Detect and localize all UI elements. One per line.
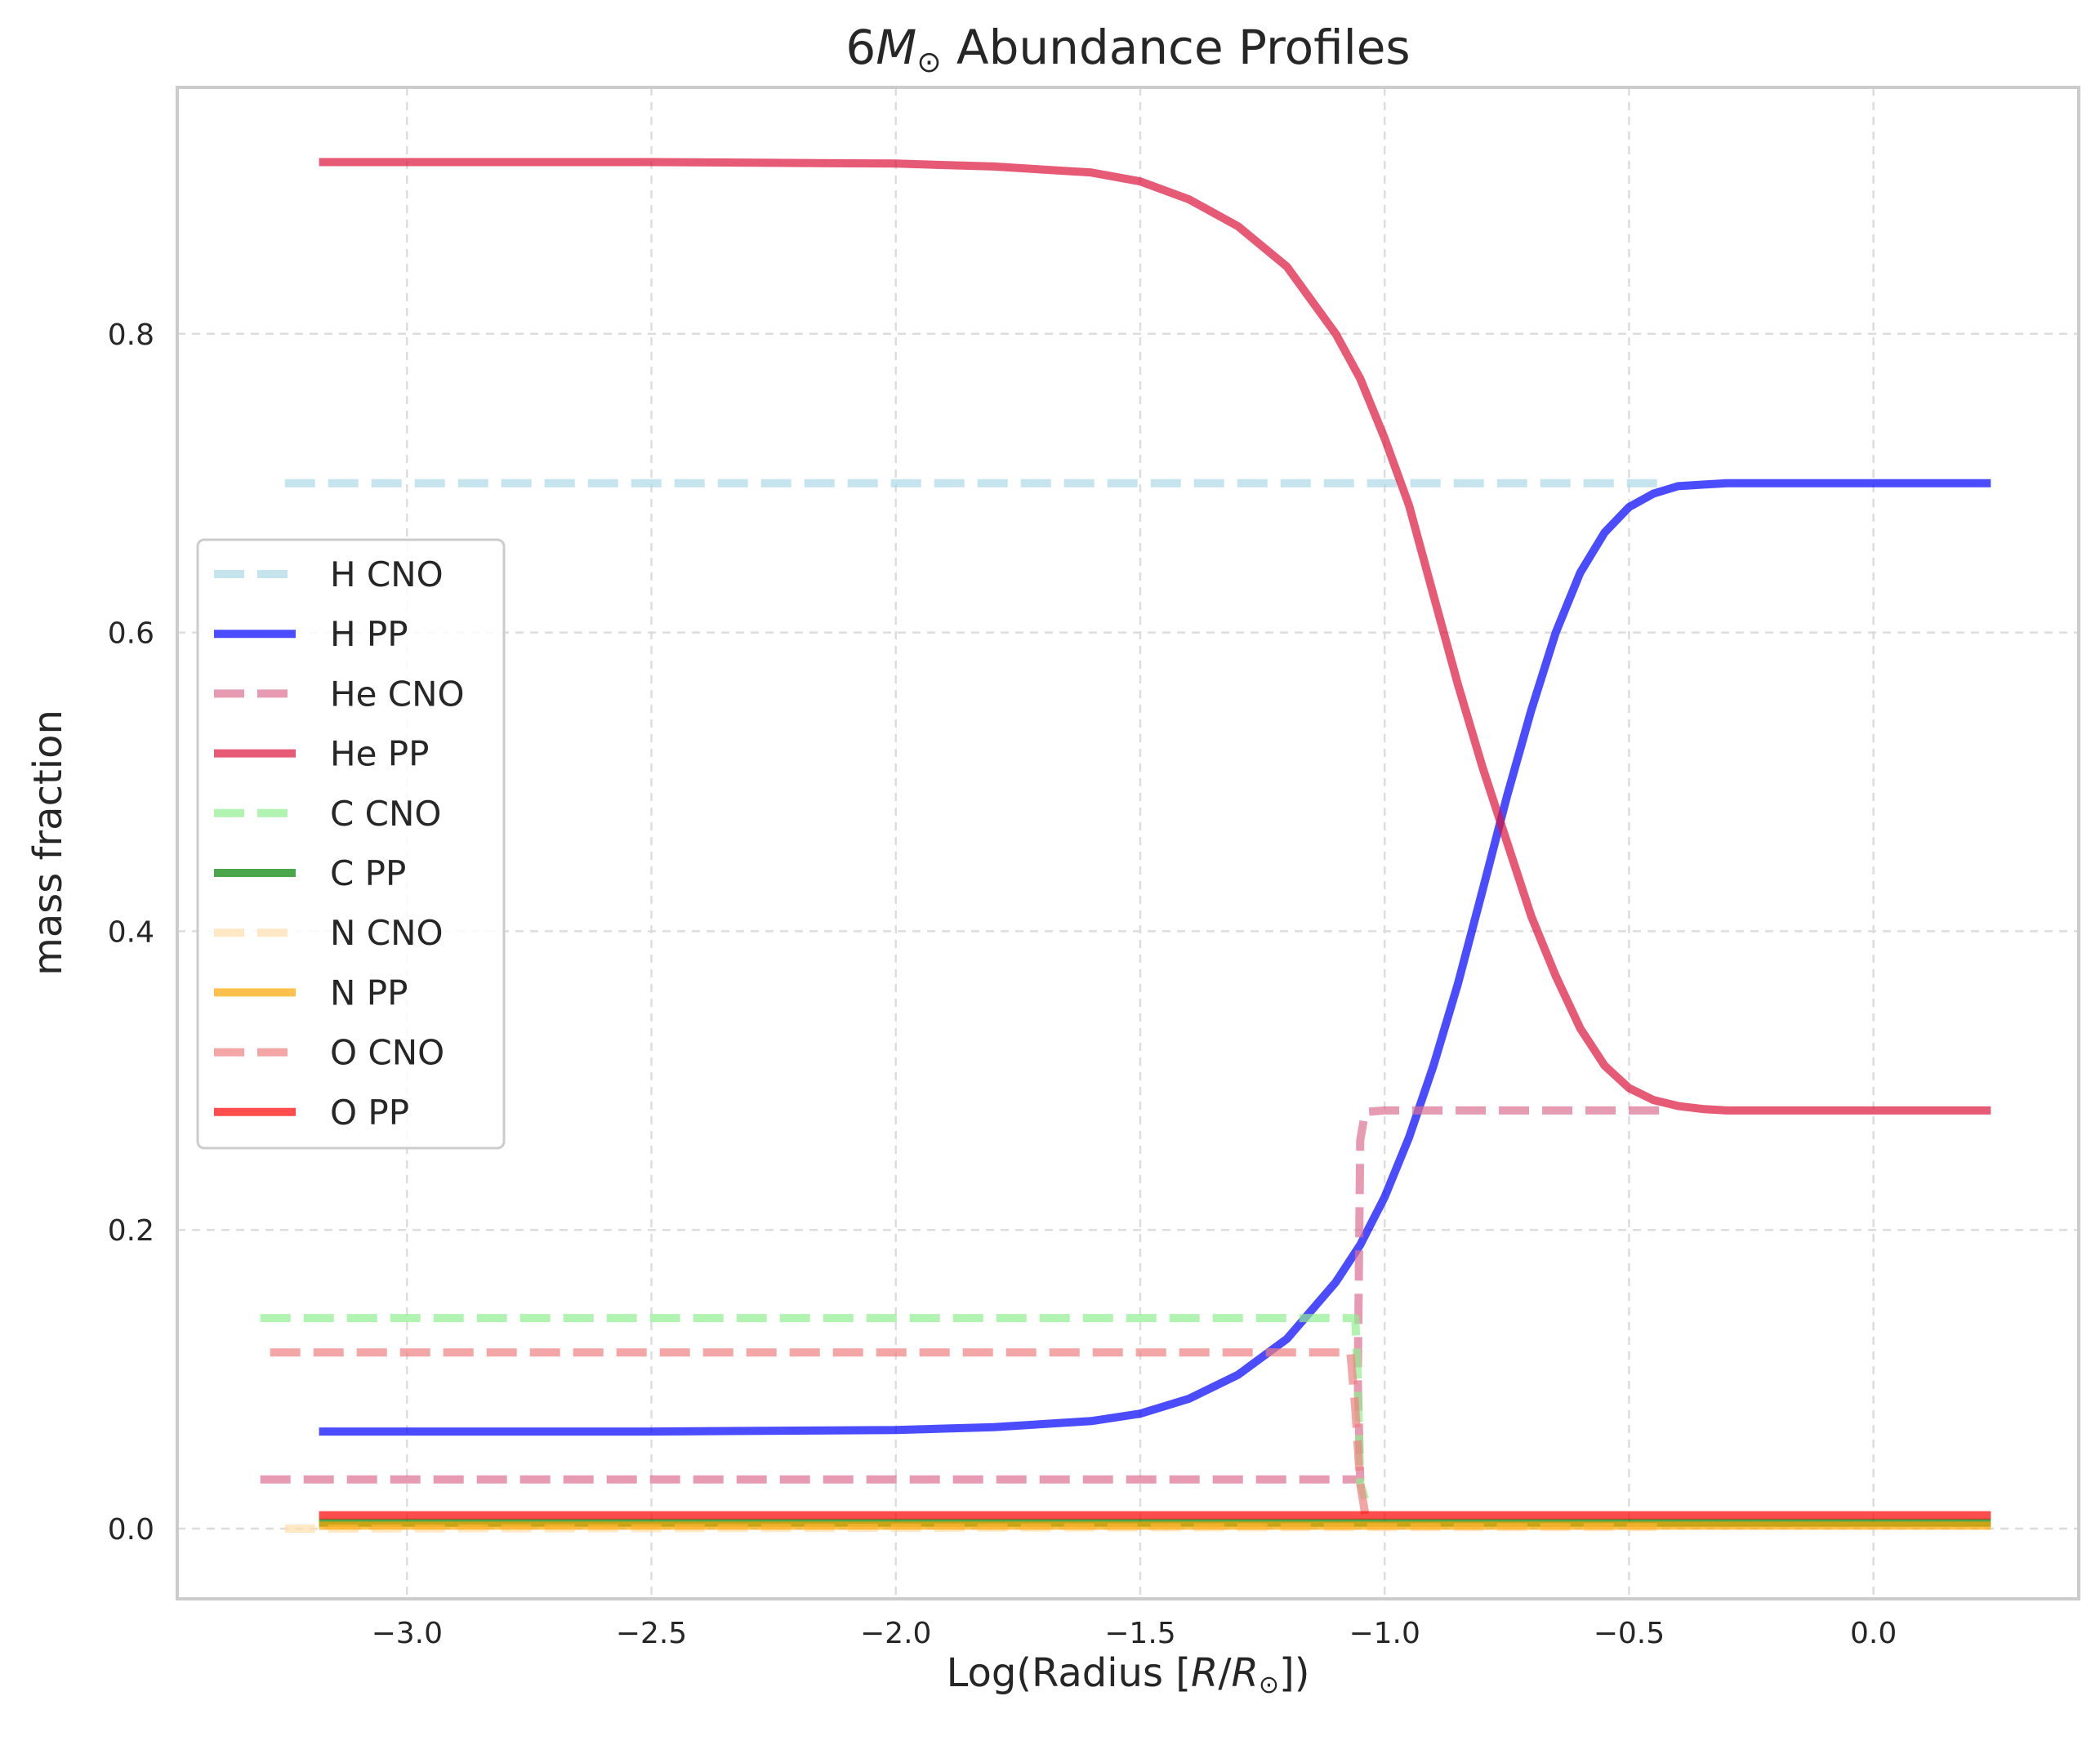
legend-label: C PP (330, 853, 406, 893)
legend-label: H PP (330, 614, 408, 654)
series-line-o-cno (270, 1348, 1370, 1515)
legend-label: He PP (330, 734, 429, 774)
x-tick-label: −1.5 (1104, 1617, 1175, 1650)
tick-labels: −3.0 −2.5 −2.0 −1.5 −1.0 −0.5 0.0 0.0 0.2 0.4 0.6 0… (108, 318, 1897, 1650)
x-tick-label: 0.0 (1850, 1617, 1897, 1650)
chart-title: 6M⊙ Abundance Profiles (845, 20, 1410, 79)
x-axis-label: Log(Radius [R/R⊙]) (947, 1650, 1310, 1699)
legend-label: N PP (330, 973, 408, 1013)
x-tick-label: −0.5 (1594, 1617, 1665, 1650)
legend-label: He CNO (330, 674, 465, 714)
legend-label: C CNO (330, 794, 441, 834)
x-tick-label: −2.0 (860, 1617, 931, 1650)
legend: H CNO H PP He CNO He PP C CNO C PP N CNO N PP O … (196, 538, 506, 1150)
x-tick-label: −2.5 (616, 1617, 687, 1650)
axes-frame (176, 86, 2080, 1600)
legend-label: N CNO (330, 913, 444, 953)
y-tick-label: 0.0 (108, 1513, 154, 1547)
series-line-h-pp (319, 479, 1991, 1436)
series-line-he-pp (319, 158, 1991, 1115)
y-tick-label: 0.8 (108, 318, 154, 352)
legend-label: O CNO (330, 1033, 444, 1073)
y-tick-label: 0.6 (108, 617, 154, 651)
y-tick-label: 0.4 (108, 915, 154, 949)
x-tick-label: −3.0 (372, 1617, 443, 1650)
y-axis-label: mass fraction (25, 710, 71, 976)
series-lines (260, 158, 1991, 1533)
y-tick-label: 0.2 (108, 1214, 154, 1248)
legend-label: H CNO (330, 554, 444, 594)
x-tick-label: −1.0 (1349, 1617, 1420, 1650)
legend-label: O PP (330, 1093, 409, 1133)
